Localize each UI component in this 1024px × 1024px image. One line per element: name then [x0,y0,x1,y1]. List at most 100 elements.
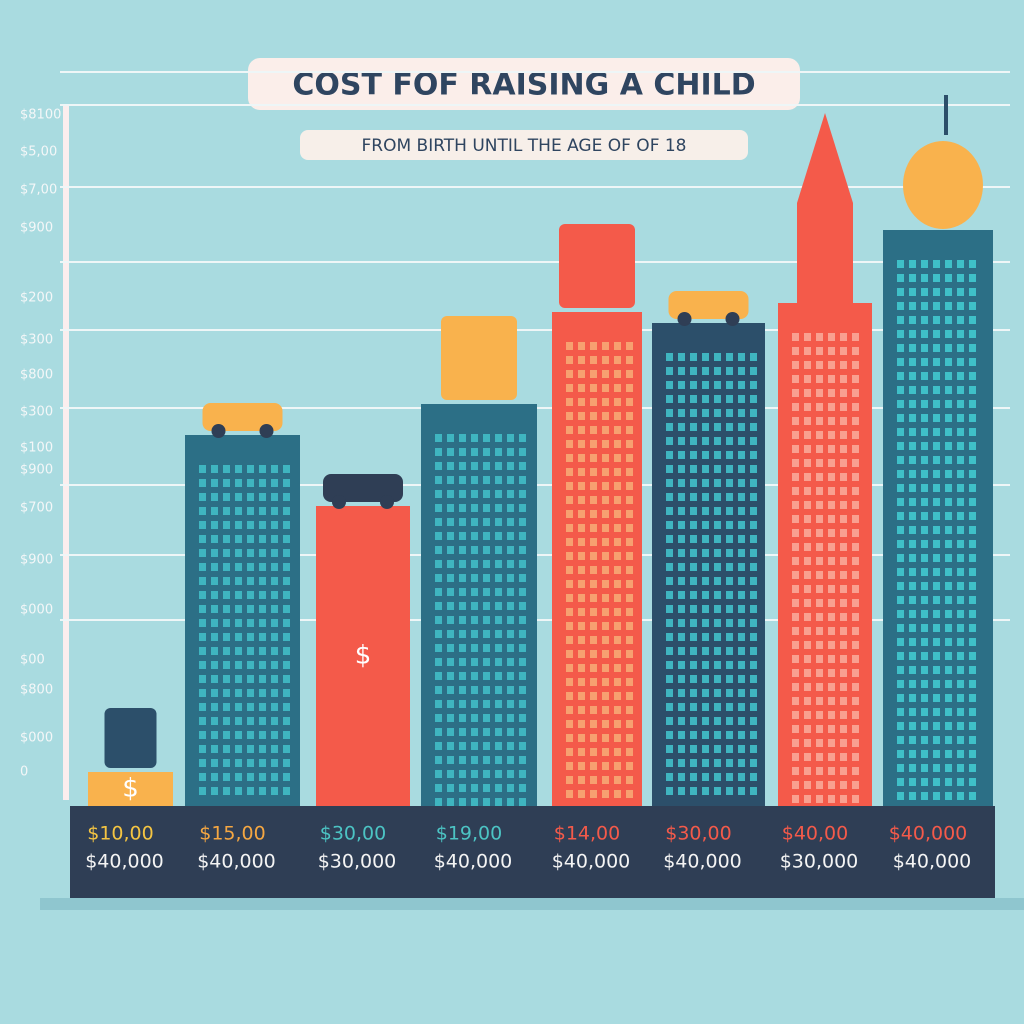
building-label-top: $14,00 [554,823,620,845]
window [909,386,916,394]
window [969,666,976,674]
window [714,479,721,487]
window [566,692,573,700]
window [702,437,709,445]
window [247,549,254,557]
window [602,636,609,644]
window [483,700,490,708]
window [495,770,502,778]
window [897,330,904,338]
window [614,384,621,392]
window [483,686,490,694]
window [590,538,597,546]
window [690,367,697,375]
window [678,423,685,431]
ground [40,898,1024,910]
window [816,417,823,425]
window [211,507,218,515]
window [447,504,454,512]
window [495,448,502,456]
window [909,470,916,478]
window [804,347,811,355]
window [897,442,904,450]
window [471,476,478,484]
window [738,353,745,361]
window [271,619,278,627]
window [840,795,847,803]
window [519,770,526,778]
dollar-icon: $ [122,774,139,804]
window [590,748,597,756]
window [897,582,904,590]
window [852,375,859,383]
window [933,694,940,702]
window [909,680,916,688]
window [840,697,847,705]
window [738,507,745,515]
window [909,498,916,506]
window [614,720,621,728]
window [259,689,266,697]
window [602,566,609,574]
window [852,459,859,467]
window [626,398,633,406]
window [614,762,621,770]
window [259,647,266,655]
window [578,398,585,406]
window [828,417,835,425]
window [690,535,697,543]
window [738,717,745,725]
window [945,400,952,408]
window [897,568,904,576]
window [471,546,478,554]
window [666,507,673,515]
window [933,372,940,380]
window [897,792,904,800]
window [945,610,952,618]
window [459,742,466,750]
window [792,389,799,397]
window [933,778,940,786]
window [792,627,799,635]
window [578,412,585,420]
window [471,784,478,792]
window [678,577,685,585]
window [223,563,230,571]
window [792,445,799,453]
window [750,353,757,361]
building-label-bottom: $30,000 [780,851,859,873]
window [957,498,964,506]
building-label-bottom: $40,000 [85,851,164,873]
window [247,731,254,739]
window [804,403,811,411]
window [957,512,964,520]
window [921,680,928,688]
window [702,605,709,613]
window [897,386,904,394]
window [804,445,811,453]
window [678,605,685,613]
window [590,650,597,658]
window [792,543,799,551]
window [969,694,976,702]
window [435,462,442,470]
window [519,476,526,484]
window [223,773,230,781]
window [578,580,585,588]
window [945,596,952,604]
window [840,767,847,775]
window [804,683,811,691]
window [957,652,964,660]
window [840,753,847,761]
window [459,630,466,638]
window [495,728,502,736]
window [507,448,514,456]
window [945,694,952,702]
window [840,459,847,467]
window [507,770,514,778]
window [283,689,290,697]
window [223,787,230,795]
window [614,594,621,602]
window [945,680,952,688]
window [435,742,442,750]
